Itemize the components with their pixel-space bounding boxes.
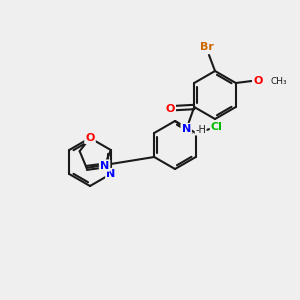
Text: Cl: Cl: [211, 122, 223, 132]
Text: -H: -H: [195, 125, 206, 135]
Text: N: N: [182, 124, 191, 134]
Text: O: O: [166, 104, 175, 114]
Text: O: O: [253, 76, 262, 86]
Text: N: N: [100, 160, 109, 170]
Text: N: N: [106, 169, 116, 179]
Text: O: O: [85, 133, 95, 143]
Text: CH₃: CH₃: [271, 76, 287, 85]
Text: Br: Br: [200, 42, 214, 52]
